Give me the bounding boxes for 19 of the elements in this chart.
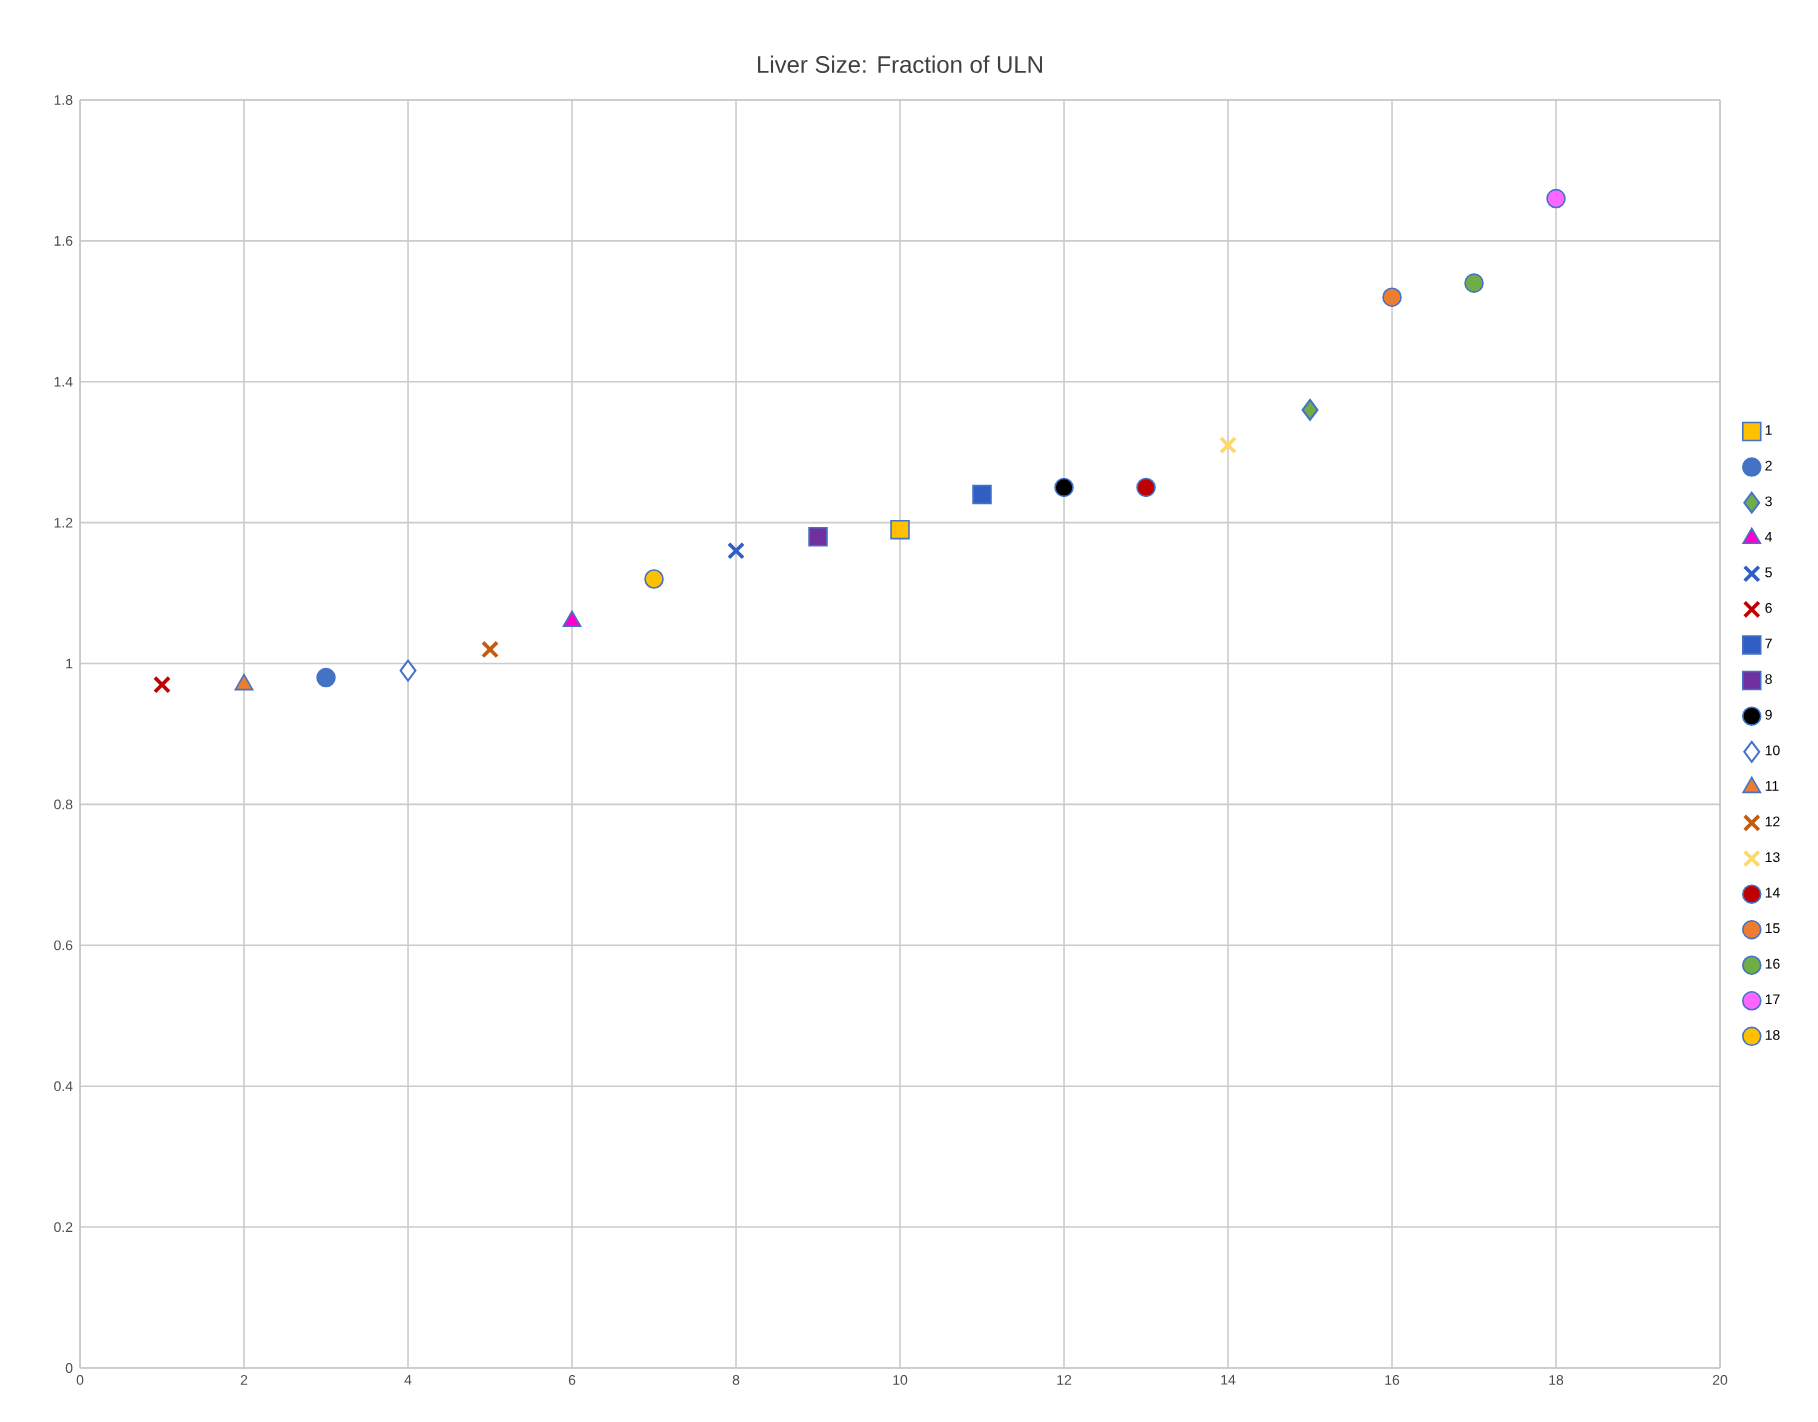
- point: [153, 675, 171, 694]
- point: [1382, 287, 1402, 307]
- point: [1054, 477, 1074, 498]
- point: [644, 569, 664, 589]
- point: [808, 526, 828, 547]
- point: [1464, 273, 1484, 293]
- point: [1136, 477, 1156, 498]
- point: [481, 640, 499, 659]
- point: [1301, 398, 1319, 421]
- point: [562, 610, 582, 628]
- chart-title: Liver Size: Fraction of ULN: [758, 55, 1042, 73]
- point: [972, 484, 992, 505]
- point: [1219, 436, 1237, 454]
- point: [727, 541, 745, 560]
- point: [1546, 188, 1566, 209]
- point: [234, 673, 254, 691]
- point: [890, 519, 910, 540]
- point: [316, 667, 336, 688]
- point: [399, 659, 417, 682]
